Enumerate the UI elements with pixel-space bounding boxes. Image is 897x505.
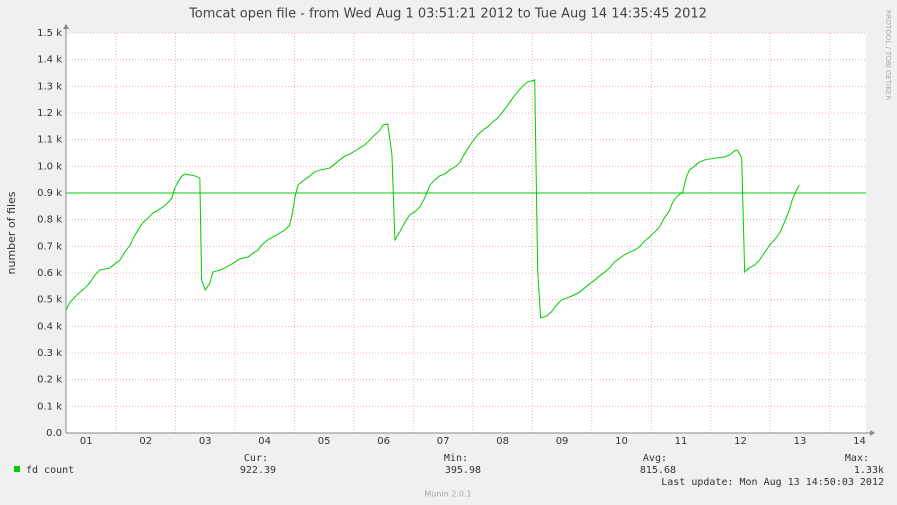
stat-label: Min:	[444, 453, 468, 464]
y-tick-label: 1.0 k	[37, 161, 62, 172]
x-tick-label: 13	[794, 436, 807, 447]
x-tick-label: 05	[318, 436, 331, 447]
watermark: RRDTOOL / TOBI OETIKER	[884, 10, 892, 100]
legend-label: fd count	[26, 465, 74, 476]
stat-value: 815.68	[640, 465, 676, 476]
y-tick-label: 0.3 k	[37, 348, 62, 359]
series-line	[65, 79, 800, 319]
y-tick-label: 0.5 k	[37, 295, 62, 306]
chart-title: Tomcat open file - from Wed Aug 1 03:51:…	[188, 7, 707, 22]
x-tick-label: 06	[377, 436, 390, 447]
y-tick-label: 0.2 k	[37, 375, 62, 386]
y-tick-label: 1.1 k	[37, 135, 62, 146]
y-tick-label: 1.2 k	[37, 108, 62, 119]
x-tick-label: 08	[496, 436, 509, 447]
y-tick-label: 0.0	[46, 428, 62, 439]
x-tick-label: 07	[437, 436, 450, 447]
x-tick-label: 04	[258, 436, 271, 447]
last-update: Last update: Mon Aug 13 14:50:03 2012	[661, 477, 884, 488]
y-tick-label: 0.7 k	[37, 241, 62, 252]
y-tick-label: 1.3 k	[37, 81, 62, 92]
legend-swatch	[14, 466, 20, 472]
x-axis-arrow	[870, 430, 875, 436]
y-tick-label: 0.4 k	[37, 321, 62, 332]
x-tick-label: 12	[734, 436, 747, 447]
plot-area	[66, 33, 866, 433]
x-tick-label: 03	[199, 436, 212, 447]
x-tick-label: 02	[139, 436, 152, 447]
stat-label: Avg:	[643, 453, 667, 464]
stat-value: 395.98	[445, 465, 481, 476]
footer: Munin 2.0.1	[424, 490, 471, 499]
y-tick-label: 0.6 k	[37, 268, 62, 279]
y-tick-label: 1.4 k	[37, 55, 62, 66]
x-tick-label: 01	[80, 436, 93, 447]
stat-value: 922.39	[240, 465, 276, 476]
x-tick-label: 10	[615, 436, 628, 447]
grid	[66, 32, 866, 434]
stat-label: Cur:	[244, 453, 268, 464]
x-tick-label: 14	[853, 436, 866, 447]
y-tick-label: 0.9 k	[37, 188, 62, 199]
x-tick-label: 09	[556, 436, 569, 447]
y-tick-label: 1.5 k	[37, 28, 62, 39]
y-tick-label: 0.8 k	[37, 215, 62, 226]
y-axis-arrow	[63, 24, 69, 29]
y-tick-label: 0.1 k	[37, 401, 62, 412]
stat-value: 1.33k	[854, 465, 884, 476]
y-axis-label: number of files	[5, 191, 18, 274]
x-tick-label: 11	[675, 436, 688, 447]
stat-label: Max:	[845, 453, 869, 464]
